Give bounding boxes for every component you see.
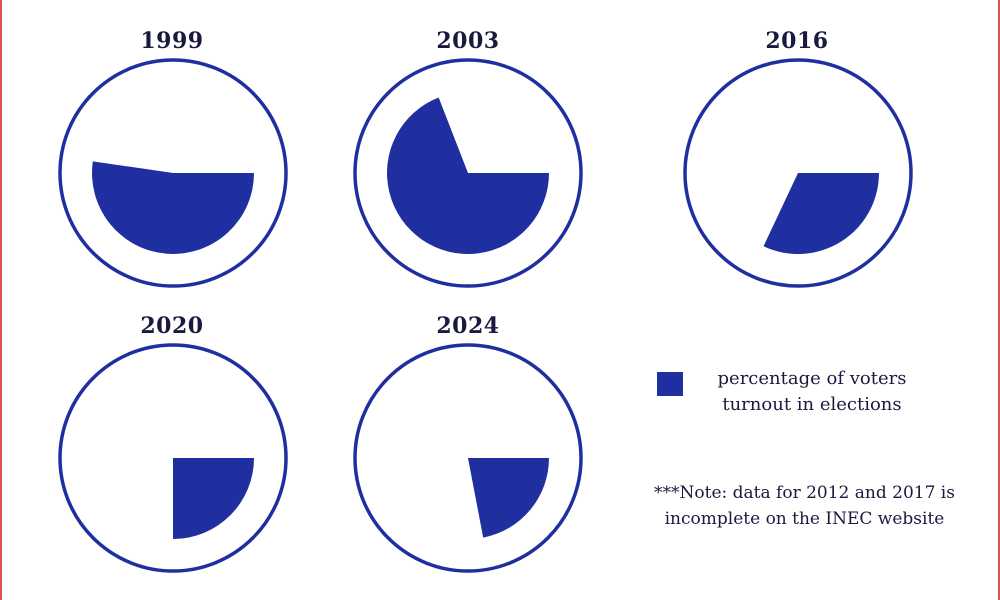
year-label-2020: 2020 <box>140 313 204 339</box>
turnout-slice-2003 <box>387 97 549 254</box>
data-note: ***Note: data for 2012 and 2017 is incom… <box>654 483 955 529</box>
turnout-slice-2016 <box>763 173 879 254</box>
year-label-2016: 2016 <box>765 28 829 54</box>
year-label-2024: 2024 <box>436 313 500 339</box>
year-label-2003: 2003 <box>436 28 500 54</box>
year-label-1999: 1999 <box>140 28 204 54</box>
turnout-slice-2020 <box>173 458 254 539</box>
turnout-slice-2024 <box>468 458 549 538</box>
turnout-slice-1999 <box>92 161 255 254</box>
legend-label: percentage of voters turnout in election… <box>717 368 907 415</box>
legend-swatch <box>657 372 683 396</box>
